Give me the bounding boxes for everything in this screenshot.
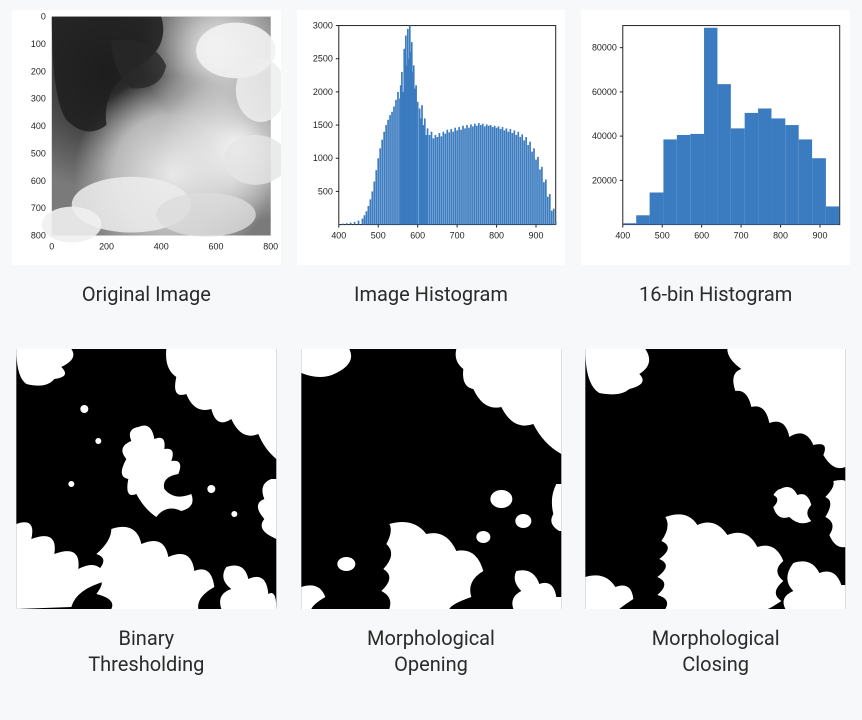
svg-text:1500: 1500 [313, 120, 333, 130]
svg-text:0: 0 [41, 12, 46, 22]
caption-binary-threshold: Binary Thresholding [88, 625, 204, 677]
svg-text:2500: 2500 [313, 54, 333, 64]
cell-binary-threshold: Binary Thresholding [12, 349, 281, 711]
caption-image-histogram: Image Histogram [354, 281, 508, 307]
cell-morph-closing: Morphological Closing [581, 349, 850, 711]
figure-grid: 0 100 200 300 400 500 600 700 800 0 200 … [12, 10, 850, 710]
histogram-16bin-panel: 20000 40000 60000 80000 400 500 600 700 800 900 [581, 10, 850, 265]
svg-text:400: 400 [154, 241, 169, 251]
original-image-panel: 0 100 200 300 400 500 600 700 800 0 200 … [12, 10, 281, 265]
svg-text:400: 400 [616, 230, 631, 240]
svg-text:600: 600 [31, 176, 46, 186]
binary-threshold-svg [12, 349, 281, 609]
svg-text:400: 400 [331, 231, 346, 241]
caption-binary-threshold-line1: Binary Thresholding [88, 626, 204, 676]
svg-text:700: 700 [734, 230, 749, 240]
svg-text:500: 500 [318, 186, 333, 196]
morph-closing-panel [581, 349, 850, 609]
svg-text:100: 100 [31, 39, 46, 49]
original-image-yticks: 0 100 200 300 400 500 600 700 800 [31, 12, 46, 241]
cell-16bin-histogram: 20000 40000 60000 80000 400 500 600 700 800 900 1… [581, 10, 850, 341]
svg-text:500: 500 [31, 148, 46, 158]
svg-text:800: 800 [489, 231, 504, 241]
svg-text:800: 800 [31, 230, 46, 240]
svg-text:20000: 20000 [592, 175, 617, 185]
svg-text:600: 600 [410, 231, 425, 241]
morph-opening-svg [297, 349, 566, 609]
binary-threshold-panel [12, 349, 281, 609]
original-image-xticks: 0 200 400 600 800 [49, 241, 278, 251]
svg-text:800: 800 [263, 241, 278, 251]
svg-text:2000: 2000 [313, 87, 333, 97]
svg-text:80000: 80000 [592, 43, 617, 53]
caption-morph-opening-text: Morphological Opening [367, 626, 495, 676]
image-histogram-svg: 500 1000 1500 2000 2500 3000 400 500 600 700 800 90… [297, 10, 566, 265]
svg-text:700: 700 [449, 231, 464, 241]
original-image-plot [42, 17, 281, 243]
caption-original-image: Original Image [82, 281, 211, 307]
svg-text:600: 600 [209, 241, 224, 251]
svg-text:0: 0 [49, 241, 54, 251]
svg-text:700: 700 [31, 203, 46, 213]
svg-text:800: 800 [773, 230, 788, 240]
caption-morph-opening: Morphological Opening [367, 625, 495, 677]
caption-morph-closing: Morphological Closing [652, 625, 780, 677]
histogram-16bin-svg: 20000 40000 60000 80000 400 500 600 700 800 900 [581, 10, 850, 265]
cell-morph-opening: Morphological Opening [297, 349, 566, 711]
caption-16bin-histogram: 16-bin Histogram [639, 281, 792, 307]
svg-text:300: 300 [31, 94, 46, 104]
svg-text:200: 200 [99, 241, 114, 251]
caption-morph-closing-text: Morphological Closing [652, 626, 780, 676]
svg-text:400: 400 [31, 121, 46, 131]
cell-original-image: 0 100 200 300 400 500 600 700 800 0 200 … [12, 10, 281, 341]
morph-opening-panel [297, 349, 566, 609]
svg-text:900: 900 [528, 231, 543, 241]
svg-text:60000: 60000 [592, 87, 617, 97]
svg-text:500: 500 [655, 230, 670, 240]
svg-text:600: 600 [695, 230, 710, 240]
original-image-svg: 0 100 200 300 400 500 600 700 800 0 200 … [12, 10, 281, 265]
cell-image-histogram: 500 1000 1500 2000 2500 3000 400 500 600 700 800 90… [297, 10, 566, 341]
svg-text:40000: 40000 [592, 131, 617, 141]
morph-closing-svg [581, 349, 850, 609]
svg-text:1000: 1000 [313, 153, 333, 163]
image-histogram-panel: 500 1000 1500 2000 2500 3000 400 500 600 700 800 90… [297, 10, 566, 265]
svg-text:3000: 3000 [313, 21, 333, 31]
svg-text:500: 500 [370, 231, 385, 241]
svg-text:200: 200 [31, 66, 46, 76]
svg-text:900: 900 [813, 230, 828, 240]
